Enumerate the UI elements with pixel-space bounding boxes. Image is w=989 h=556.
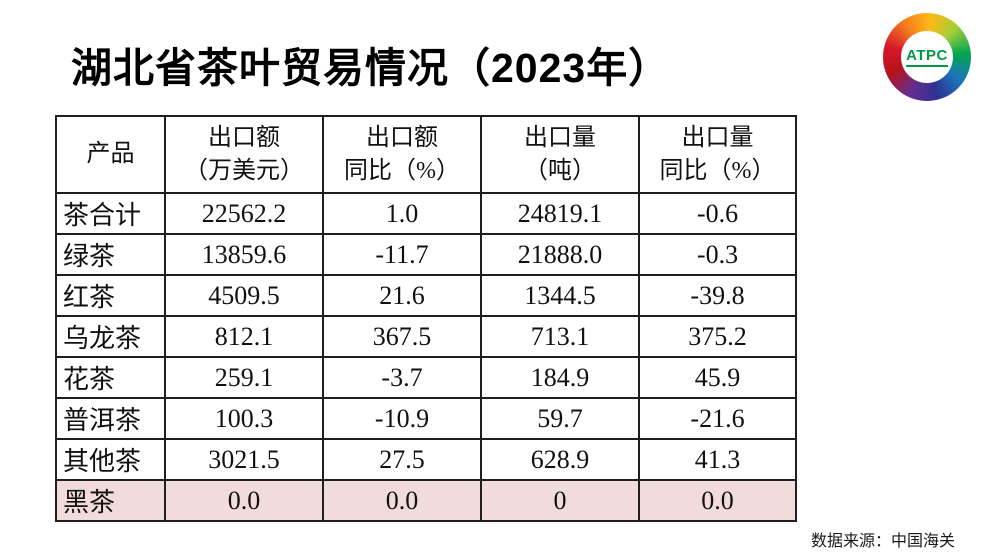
data-source-note: 数据来源：中国海关 <box>810 533 955 550</box>
value-cell: 4509.5 <box>164 274 324 317</box>
table-row: 花茶 259.1 -3.7 184.9 45.9 <box>55 356 797 399</box>
product-name-cell: 花茶 <box>55 356 166 399</box>
value-cell: 100.3 <box>164 397 324 440</box>
value-cell: -39.8 <box>638 274 797 317</box>
value-cell: 184.9 <box>480 356 640 399</box>
value-cell: -10.9 <box>322 397 482 440</box>
product-name-cell: 乌龙茶 <box>55 315 166 358</box>
table-body: 茶合计 22562.2 1.0 24819.1 -0.6 绿茶 13859.6 -11.7 21… <box>55 192 797 522</box>
col-header-export-value: 出口额 （万美元） <box>164 115 324 194</box>
table-row: 绿茶 13859.6 -11.7 21888.0 -0.3 <box>55 233 797 276</box>
value-cell: 812.1 <box>164 315 324 358</box>
value-cell: 59.7 <box>480 397 640 440</box>
value-cell: 24819.1 <box>480 192 640 235</box>
product-name-cell: 黑茶 <box>55 479 166 522</box>
value-cell: 1.0 <box>322 192 482 235</box>
table-row: 黑茶 0.0 0.0 0 0.0 <box>55 479 797 522</box>
value-cell: 21.6 <box>322 274 482 317</box>
table-row: 红茶 4509.5 21.6 1344.5 -39.8 <box>55 274 797 317</box>
col-header-export-volume: 出口量 （吨） <box>480 115 640 194</box>
table-row: 普洱茶 100.3 -10.9 59.7 -21.6 <box>55 397 797 440</box>
table-row: 乌龙茶 812.1 367.5 713.1 375.2 <box>55 315 797 358</box>
col-header-export-volume-yoy: 出口量 同比（%） <box>638 115 797 194</box>
value-cell: -11.7 <box>322 233 482 276</box>
value-cell: 3021.5 <box>164 438 324 481</box>
value-cell: -21.6 <box>638 397 797 440</box>
col-header-product: 产品 <box>55 115 166 194</box>
value-cell: -0.6 <box>638 192 797 235</box>
value-cell: 0.0 <box>638 479 797 522</box>
page-title: 湖北省茶叶贸易情况（2023年） <box>71 45 671 91</box>
value-cell: 45.9 <box>638 356 797 399</box>
value-cell: 0.0 <box>322 479 482 522</box>
col-header-export-value-yoy: 出口额 同比（%） <box>322 115 482 194</box>
value-cell: 21888.0 <box>480 233 640 276</box>
value-cell: -0.3 <box>638 233 797 276</box>
value-cell: 375.2 <box>638 315 797 358</box>
value-cell: 0.0 <box>164 479 324 522</box>
value-cell: 0 <box>480 479 640 522</box>
value-cell: 628.9 <box>480 438 640 481</box>
product-name-cell: 普洱茶 <box>55 397 166 440</box>
value-cell: -3.7 <box>322 356 482 399</box>
header-row: 产品 出口额 （万美元） 出口额 同比（%） 出口量 （吨） 出口量 同比（%） <box>55 115 797 194</box>
product-name-cell: 茶合计 <box>55 192 166 235</box>
value-cell: 41.3 <box>638 438 797 481</box>
table-row: 茶合计 22562.2 1.0 24819.1 -0.6 <box>55 192 797 235</box>
product-name-cell: 红茶 <box>55 274 166 317</box>
value-cell: 13859.6 <box>164 233 324 276</box>
value-cell: 27.5 <box>322 438 482 481</box>
product-name-cell: 其他茶 <box>55 438 166 481</box>
value-cell: 713.1 <box>480 315 640 358</box>
product-name-cell: 绿茶 <box>55 233 166 276</box>
tea-trade-table: 产品 出口额 （万美元） 出口额 同比（%） 出口量 （吨） 出口量 同比（%）… <box>55 115 797 522</box>
table-header: 产品 出口额 （万美元） 出口额 同比（%） 出口量 （吨） 出口量 同比（%） <box>55 115 797 194</box>
value-cell: 1344.5 <box>480 274 640 317</box>
atpc-logo-center <box>901 31 953 83</box>
value-cell: 22562.2 <box>164 192 324 235</box>
value-cell: 367.5 <box>322 315 482 358</box>
atpc-logo: ATPC <box>883 13 971 101</box>
value-cell: 259.1 <box>164 356 324 399</box>
table-row: 其他茶 3021.5 27.5 628.9 41.3 <box>55 438 797 481</box>
atpc-logo-text: ATPC <box>906 47 948 67</box>
